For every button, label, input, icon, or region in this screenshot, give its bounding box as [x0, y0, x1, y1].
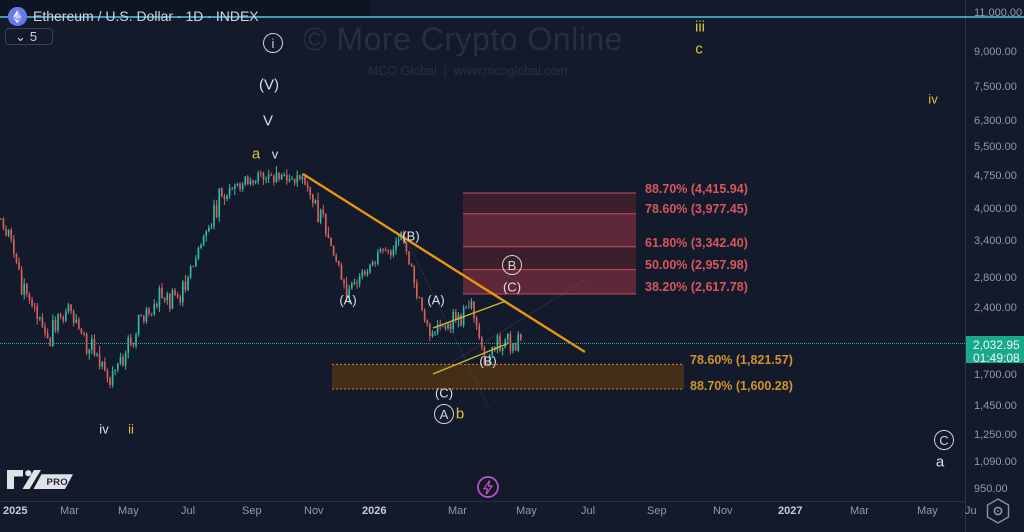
svg-text:PRO: PRO	[47, 477, 69, 488]
